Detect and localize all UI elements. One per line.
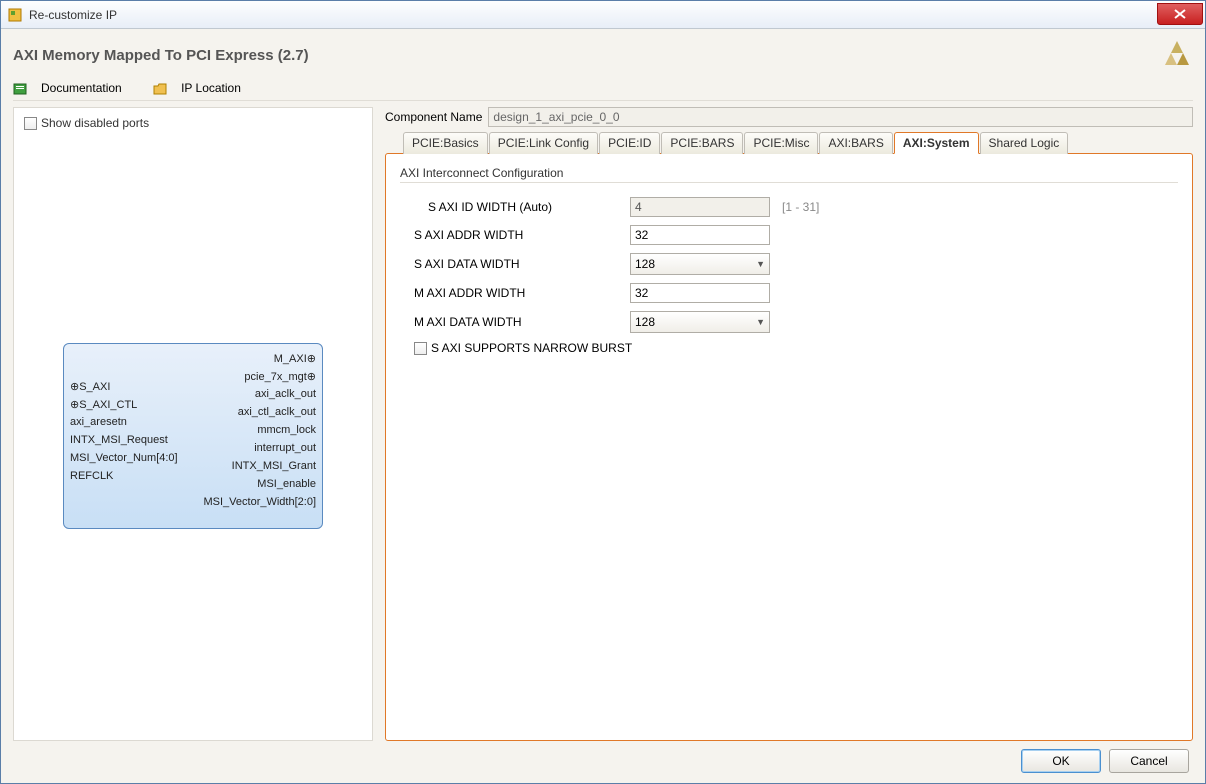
tab-pcie-link-config[interactable]: PCIE:Link Config: [489, 132, 598, 154]
port-refclk: REFCLK: [70, 470, 113, 482]
component-name-label: Component Name: [385, 110, 482, 124]
port-msi-enable: MSI_enable: [257, 478, 316, 490]
component-name-input[interactable]: [488, 107, 1193, 127]
ok-button[interactable]: OK: [1021, 749, 1101, 773]
tab-pcie-id[interactable]: PCIE:ID: [599, 132, 660, 154]
page-title: AXI Memory Mapped To PCI Express (2.7): [13, 47, 309, 64]
port-s-axi: ⊕S_AXI: [70, 380, 110, 393]
port-intx-msi-grant: INTX_MSI_Grant: [232, 460, 316, 472]
port-msi-vector-width: MSI_Vector_Width[2:0]: [204, 496, 317, 508]
ip-block: ⊕S_AXI ⊕S_AXI_CTL axi_aresetn INTX_MSI_R…: [63, 343, 323, 529]
config-panel: Component Name PCIE:Basics PCIE:Link Con…: [385, 107, 1193, 741]
preview-panel: Show disabled ports ⊕S_AXI ⊕S_AXI_CTL ax…: [13, 107, 373, 741]
ip-location-link[interactable]: IP Location: [153, 81, 255, 95]
tab-pcie-misc[interactable]: PCIE:Misc: [744, 132, 818, 154]
show-disabled-ports-checkbox[interactable]: [24, 117, 37, 130]
show-disabled-ports-label: Show disabled ports: [41, 116, 149, 130]
content-area: AXI Memory Mapped To PCI Express (2.7) D…: [1, 29, 1205, 783]
tab-strip: PCIE:Basics PCIE:Link Config PCIE:ID PCI…: [385, 131, 1193, 153]
narrow-burst-row[interactable]: S AXI SUPPORTS NARROW BURST: [400, 341, 1178, 355]
m-axi-addr-width-input[interactable]: [630, 283, 770, 303]
s-axi-data-width-select[interactable]: 128 ▼: [630, 253, 770, 275]
tab-axi-bars[interactable]: AXI:BARS: [819, 132, 892, 154]
app-icon: [7, 7, 23, 23]
port-msi-vector-num: MSI_Vector_Num[4:0]: [70, 452, 178, 464]
s-axi-id-width-label: S AXI ID WIDTH (Auto): [400, 200, 630, 214]
tab-pcie-basics[interactable]: PCIE:Basics: [403, 132, 488, 154]
documentation-link[interactable]: Documentation: [13, 81, 139, 95]
port-m-axi: M_AXI⊕: [274, 352, 316, 365]
chevron-down-icon: ▼: [756, 259, 765, 269]
window-title: Re-customize IP: [29, 8, 1157, 22]
book-icon: [13, 82, 27, 96]
port-intx-msi-request: INTX_MSI_Request: [70, 434, 168, 446]
tab-axi-system[interactable]: AXI:System: [894, 132, 979, 154]
port-axi-aclk-out: axi_aclk_out: [255, 388, 316, 400]
close-button[interactable]: [1157, 3, 1203, 25]
tab-pcie-bars[interactable]: PCIE:BARS: [661, 132, 743, 154]
show-disabled-ports-row[interactable]: Show disabled ports: [20, 114, 366, 138]
s-axi-addr-width-input[interactable]: [630, 225, 770, 245]
cancel-button[interactable]: Cancel: [1109, 749, 1189, 773]
tab-shared-logic[interactable]: Shared Logic: [980, 132, 1069, 154]
port-interrupt-out: interrupt_out: [254, 442, 316, 454]
m-axi-addr-width-label: M AXI ADDR WIDTH: [400, 286, 630, 300]
s-axi-id-width-hint: [1 - 31]: [782, 200, 819, 214]
section-title: AXI Interconnect Configuration: [400, 166, 1178, 183]
port-s-axi-ctl: ⊕S_AXI_CTL: [70, 398, 137, 411]
port-mmcm-lock: mmcm_lock: [257, 424, 316, 436]
tab-content: AXI Interconnect Configuration S AXI ID …: [385, 153, 1193, 741]
vendor-logo-icon: [1161, 39, 1193, 71]
dialog-footer: OK Cancel: [13, 741, 1193, 779]
port-axi-aresetn: axi_aresetn: [70, 416, 127, 428]
narrow-burst-label: S AXI SUPPORTS NARROW BURST: [431, 341, 632, 355]
ip-block-canvas: ⊕S_AXI ⊕S_AXI_CTL axi_aresetn INTX_MSI_R…: [20, 138, 366, 734]
m-axi-data-width-select[interactable]: 128 ▼: [630, 311, 770, 333]
dialog-window: Re-customize IP AXI Memory Mapped To PCI…: [0, 0, 1206, 784]
narrow-burst-checkbox[interactable]: [414, 342, 427, 355]
toolbar-links: Documentation IP Location: [13, 77, 1193, 101]
s-axi-addr-width-label: S AXI ADDR WIDTH: [400, 228, 630, 242]
s-axi-id-width-input[interactable]: [630, 197, 770, 217]
titlebar: Re-customize IP: [1, 1, 1205, 29]
s-axi-data-width-label: S AXI DATA WIDTH: [400, 257, 630, 271]
port-axi-ctl-aclk-out: axi_ctl_aclk_out: [238, 406, 316, 418]
chevron-down-icon: ▼: [756, 317, 765, 327]
folder-icon: [153, 82, 167, 96]
port-pcie-7x-mgt: pcie_7x_mgt⊕: [244, 370, 316, 383]
m-axi-data-width-label: M AXI DATA WIDTH: [400, 315, 630, 329]
